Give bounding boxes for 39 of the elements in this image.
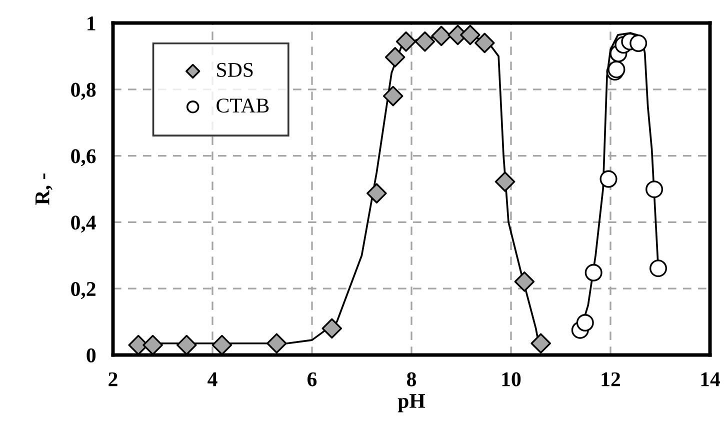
point <box>142 334 163 355</box>
y-tick-label: 1 <box>88 16 96 30</box>
point <box>600 170 618 188</box>
x-tick-label: 2 <box>108 372 118 386</box>
point <box>176 334 197 355</box>
x-tick-label: 14 <box>701 372 720 386</box>
point <box>630 34 648 52</box>
y-tick-label: 0,2 <box>71 282 96 300</box>
point <box>494 172 516 192</box>
x-tick-label: 10 <box>502 372 521 386</box>
x-tick-label: 6 <box>308 372 317 386</box>
point <box>646 180 664 198</box>
point <box>584 264 602 282</box>
y-axis-title: R, - <box>36 174 52 205</box>
point <box>460 24 480 46</box>
point <box>474 32 495 54</box>
point <box>382 86 404 106</box>
point <box>366 183 387 204</box>
y-tick-label: 0,8 <box>71 82 96 100</box>
point <box>650 260 668 278</box>
point <box>431 26 452 46</box>
legend-label: CTAB <box>216 98 269 113</box>
y-tick-label: 0,4 <box>71 216 96 233</box>
x-tick-label: 8 <box>406 372 416 386</box>
point <box>212 334 232 355</box>
point <box>266 333 287 354</box>
point <box>530 333 551 354</box>
point <box>414 31 436 52</box>
x-axis-title: pH <box>398 394 426 412</box>
x-tick-label: 12 <box>602 372 620 386</box>
point <box>576 314 594 332</box>
x-tick-label: 4 <box>208 372 218 386</box>
point <box>396 31 416 52</box>
y-tick-label: 0,6 <box>71 149 96 166</box>
point <box>514 271 535 292</box>
point <box>322 318 342 339</box>
y-tick-label: 0 <box>86 348 96 362</box>
legend-label: SDS <box>217 62 253 77</box>
point <box>384 47 406 68</box>
